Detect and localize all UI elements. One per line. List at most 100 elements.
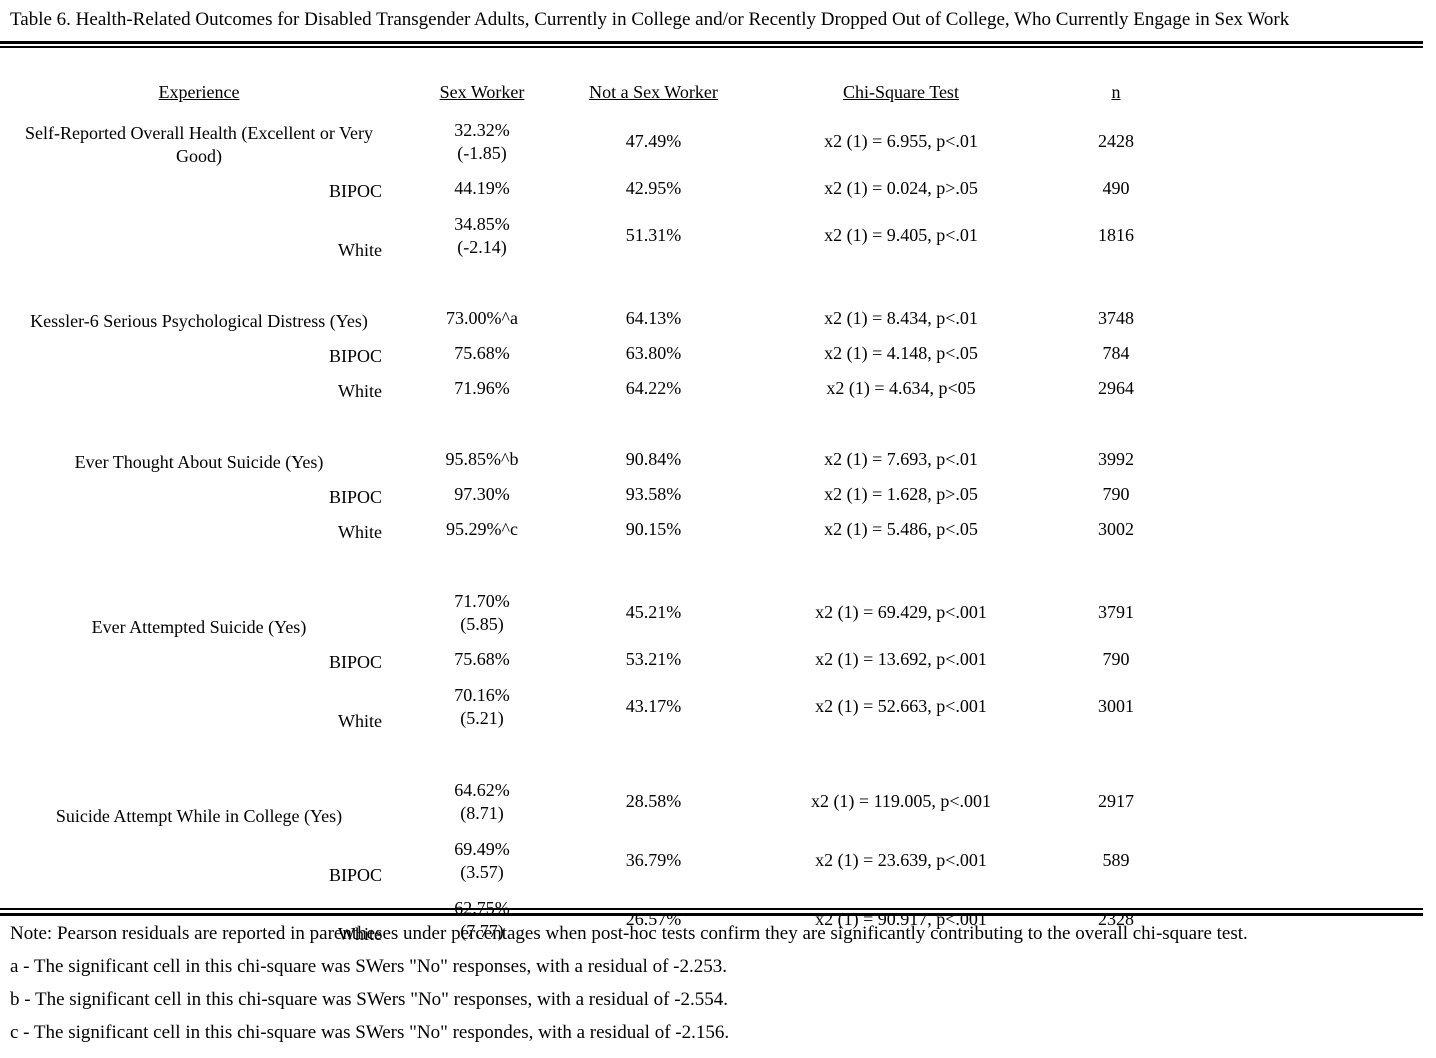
experience-cell: BIPOC: [328, 652, 382, 672]
chi-square-cell: x2 (1) = 7.693, p<.01: [824, 449, 978, 469]
spacer-cell: [0, 406, 1171, 442]
n-cell: 3002: [1098, 519, 1134, 539]
sex-worker-cell: 97.30%: [398, 477, 566, 512]
sex-worker-percent: 34.85%: [454, 213, 510, 234]
chi-square-cell: x2 (1) = 0.024, p>.05: [824, 178, 978, 198]
not-sex-worker-cell: 28.58%: [625, 791, 682, 811]
experience-cell: White: [338, 240, 382, 260]
notes-section: Note: Pearson residuals are reported in …: [10, 922, 1430, 1054]
spacer-row: [0, 547, 1171, 583]
experience-cell: Ever Thought About Suicide (Yes): [74, 452, 324, 472]
chi-square-cell: x2 (1) = 69.429, p<.001: [815, 602, 987, 622]
not-sex-worker-cell: 42.95%: [625, 178, 682, 198]
table-row: Suicide Attempt While in College (Yes) 64…: [0, 772, 1171, 831]
not-sex-worker-cell: 45.21%: [625, 602, 682, 622]
not-sex-worker-cell: 36.79%: [625, 850, 682, 870]
n-cell: 2964: [1098, 378, 1134, 398]
sex-worker-cell: 75.68%: [398, 642, 566, 677]
not-sex-worker-cell: 47.49%: [625, 131, 682, 151]
table-row: Kessler-6 Serious Psychological Distress…: [0, 301, 1171, 336]
chi-square-cell: x2 (1) = 9.405, p<.01: [824, 225, 978, 245]
footnote-c: c - The significant cell in this chi-squ…: [10, 1022, 730, 1043]
spacer-row: [0, 406, 1171, 442]
pearson-residual: (5.21): [460, 707, 504, 728]
chi-square-cell: x2 (1) = 4.148, p<.05: [824, 343, 978, 363]
not-sex-worker-cell: 51.31%: [625, 225, 682, 245]
table-header: Experience Sex Worker Not a Sex Worker C…: [0, 56, 1171, 112]
sex-worker-percent: 69.49%: [454, 838, 510, 859]
spacer-cell: [0, 736, 1171, 772]
experience-cell: Kessler-6 Serious Psychological Distress…: [30, 311, 368, 331]
column-header-chi-square: Chi-Square Test: [843, 82, 959, 102]
sex-worker-cell: 95.29%^c: [398, 512, 566, 547]
pearson-residual: (-1.85): [457, 142, 507, 163]
spacer-row: [0, 265, 1171, 301]
chi-square-cell: x2 (1) = 4.634, p<05: [826, 378, 976, 398]
table-row: White 95.29%^c 90.15% x2 (1) = 5.486, p<.05…: [0, 512, 1171, 547]
note-general: Note: Pearson residuals are reported in …: [10, 923, 1248, 944]
table-row: BIPOC 69.49% (3.57) 36.79% x2 (1) = 23.639, …: [0, 831, 1171, 890]
table-title: Table 6. Health-Related Outcomes for Dis…: [10, 9, 1290, 30]
sex-worker-percent: 73.00%^a: [446, 308, 518, 328]
not-sex-worker-cell: 90.84%: [625, 449, 682, 469]
experience-cell: White: [338, 381, 382, 401]
table-row: White 70.16% (5.21) 43.17% x2 (1) = 52.663, …: [0, 677, 1171, 736]
sex-worker-percent: 70.16%: [454, 684, 510, 705]
sex-worker-percent: 71.70%: [454, 590, 510, 611]
sex-worker-percent: 97.30%: [454, 484, 510, 504]
n-cell: 790: [1102, 484, 1130, 504]
pearson-residual: (3.57): [460, 861, 504, 882]
pearson-residual: (7.77): [460, 920, 504, 941]
sex-worker-cell: 69.49% (3.57): [398, 831, 566, 890]
footer-double-rule: [0, 908, 1423, 916]
experience-cell: Self-Reported Overall Health (Excellent …: [24, 123, 374, 166]
experience-cell: White: [338, 711, 382, 731]
table-row: BIPOC 75.68% 63.80% x2 (1) = 4.148, p<.05 78…: [0, 336, 1171, 371]
title-double-rule: [0, 41, 1423, 48]
chi-square-cell: x2 (1) = 119.005, p<.001: [810, 791, 992, 811]
chi-square-cell: x2 (1) = 52.663, p<.001: [815, 696, 987, 716]
sex-worker-percent: 62.75%: [454, 897, 510, 918]
experience-cell: BIPOC: [328, 181, 382, 201]
chi-square-cell: x2 (1) = 6.955, p<.01: [824, 131, 978, 151]
table-row: White 71.96% 64.22% x2 (1) = 4.634, p<05 296…: [0, 371, 1171, 406]
sex-worker-percent: 44.19%: [454, 178, 510, 198]
n-cell: 3992: [1098, 449, 1134, 469]
not-sex-worker-cell: 63.80%: [625, 343, 682, 363]
spacer-row: [0, 736, 1171, 772]
n-cell: 2917: [1098, 791, 1134, 811]
chi-square-cell: x2 (1) = 13.692, p<.001: [815, 649, 987, 669]
column-header-n: n: [1111, 82, 1121, 102]
n-cell: 784: [1102, 343, 1130, 363]
sex-worker-cell: 73.00%^a: [398, 301, 566, 336]
table-row: Ever Thought About Suicide (Yes) 95.85%^b…: [0, 442, 1171, 477]
experience-cell: Suicide Attempt While in College (Yes): [55, 806, 343, 826]
experience-cell: Ever Attempted Suicide (Yes): [91, 617, 307, 637]
sex-worker-cell: 62.75% (7.77): [398, 890, 566, 949]
header-row: Experience Sex Worker Not a Sex Worker C…: [0, 56, 1171, 112]
spacer-cell: [0, 265, 1171, 301]
column-header-sex-worker: Sex Worker: [439, 82, 525, 102]
n-cell: 589: [1102, 850, 1130, 870]
n-cell: 790: [1102, 649, 1130, 669]
footnote-a: a - The significant cell in this chi-squ…: [10, 956, 727, 977]
n-cell: 2428: [1098, 131, 1134, 151]
outcomes-table: Experience Sex Worker Not a Sex Worker C…: [0, 56, 1171, 949]
sex-worker-cell: 75.68%: [398, 336, 566, 371]
sex-worker-percent: 64.62%: [454, 779, 510, 800]
table-row: BIPOC 44.19% 42.95% x2 (1) = 0.024, p>.05 49…: [0, 171, 1171, 206]
sex-worker-cell: 32.32% (-1.85): [398, 112, 566, 171]
table-row: Self-Reported Overall Health (Excellent …: [0, 112, 1171, 171]
column-header-not-sex-worker: Not a Sex Worker: [589, 82, 718, 102]
sex-worker-cell: 70.16% (5.21): [398, 677, 566, 736]
chi-square-cell: x2 (1) = 1.628, p>.05: [824, 484, 978, 504]
n-cell: 490: [1102, 178, 1130, 198]
chi-square-cell: x2 (1) = 8.434, p<.01: [824, 308, 978, 328]
experience-cell: BIPOC: [328, 346, 382, 366]
sex-worker-cell: 64.62% (8.71): [398, 772, 566, 831]
not-sex-worker-cell: 93.58%: [625, 484, 682, 504]
table-row: BIPOC 75.68% 53.21% x2 (1) = 13.692, p<.001…: [0, 642, 1171, 677]
sex-worker-cell: 71.96%: [398, 371, 566, 406]
sex-worker-cell: 34.85% (-2.14): [398, 206, 566, 265]
column-header-experience: Experience: [158, 82, 240, 102]
